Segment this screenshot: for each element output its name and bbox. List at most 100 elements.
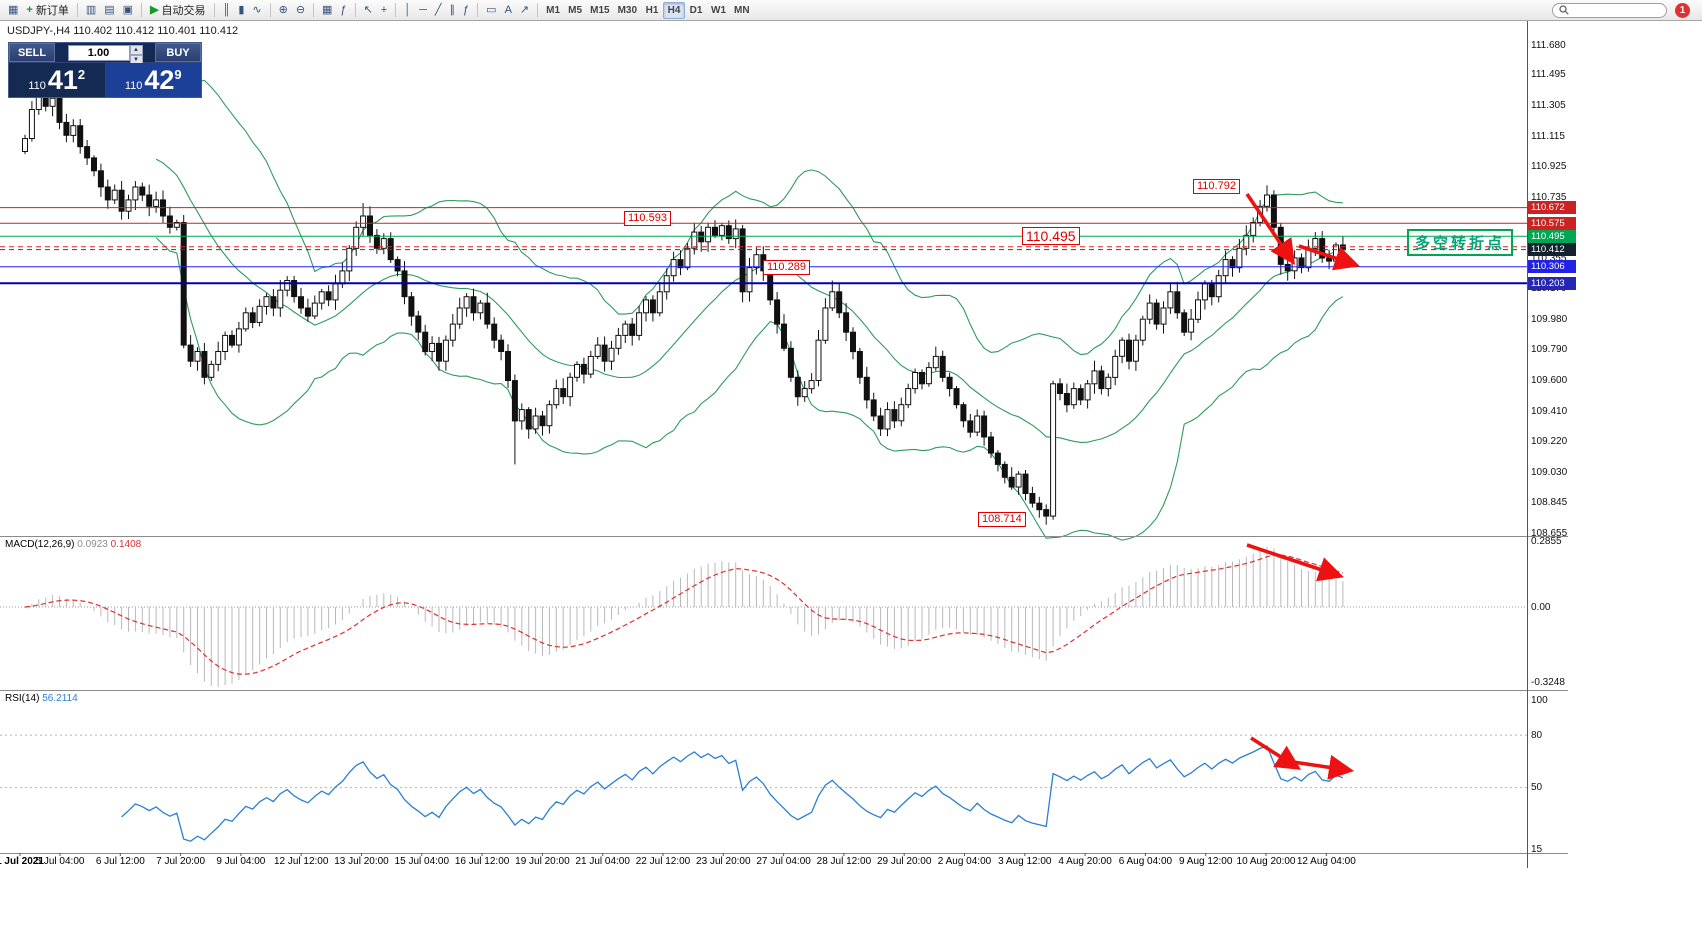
market-watch-icon: ▤ (104, 3, 115, 16)
candle (684, 243, 691, 271)
candle (463, 293, 470, 317)
profiles-icon: ▥ (85, 3, 97, 16)
candle (898, 397, 905, 427)
tile-windows-button[interactable]: ▦ (318, 2, 336, 19)
indicators-button[interactable]: ƒ (336, 2, 350, 19)
sell-button[interactable]: SELL (9, 43, 55, 62)
arrow-object-button[interactable]: ↗ (516, 2, 533, 19)
timeframe-H4-button[interactable]: H4 (663, 1, 686, 19)
sell-price-sup: 2 (77, 67, 86, 82)
volume-input[interactable] (67, 44, 130, 61)
auto-trading-icon: ▶ (150, 3, 159, 16)
candle (229, 330, 235, 348)
timeframe-W1-button[interactable]: W1 (711, 4, 727, 16)
candle (436, 336, 442, 371)
candle (235, 322, 242, 353)
candle (187, 335, 194, 367)
candle (1181, 309, 1188, 336)
zoom-in-button[interactable]: ⊕ (275, 2, 292, 19)
candle (705, 222, 712, 252)
candle (939, 350, 946, 382)
new-chart-button[interactable]: ▦ (4, 2, 22, 19)
fibonacci-button[interactable]: ƒ (459, 2, 473, 19)
candle (332, 274, 339, 310)
profiles-button[interactable]: ▥ (82, 2, 100, 19)
buy-price[interactable]: 110 42 9 (104, 63, 201, 97)
candle (477, 300, 484, 320)
candle-chart-type-button[interactable]: ▮ (234, 2, 248, 19)
candle (215, 341, 222, 372)
candle (491, 317, 498, 349)
volume-control: ▲ ▼ (55, 43, 155, 65)
timeframe-M5-button[interactable]: M5 (568, 4, 583, 16)
candle (367, 206, 373, 243)
toolbar-separator (477, 3, 479, 17)
shapes-icon: ▭ (486, 3, 497, 16)
horizontal-line-icon: ─ (419, 3, 427, 16)
timeframe-H1-button[interactable]: H1 (645, 4, 659, 16)
volume-spinner: ▲ ▼ (129, 44, 143, 65)
candles-layer (22, 83, 1346, 525)
rsi-line (121, 745, 1344, 842)
buy-price-sup: 9 (174, 67, 182, 82)
toolbar-separator (269, 3, 271, 17)
candle (718, 223, 725, 241)
drawn-arrow (1292, 754, 1355, 780)
candle (63, 113, 70, 143)
candle (1243, 225, 1250, 256)
toolbar-separator (313, 3, 315, 17)
trendline-button[interactable]: ╱ (431, 2, 446, 19)
candle (808, 373, 815, 394)
trendline-icon: ╱ (434, 3, 442, 16)
candle (1029, 486, 1036, 508)
candle (863, 366, 870, 409)
auto-trading-button[interactable]: ▶ 自动交易 (146, 2, 209, 19)
candle (222, 331, 229, 361)
one-click-trading-panel: SELL ▲ ▼ BUY 110 41 2 110 42 9 (8, 42, 202, 98)
candle (525, 407, 532, 439)
candle (1298, 253, 1305, 274)
market-watch-button[interactable]: ▤ (100, 2, 118, 19)
timeframe-D1-button[interactable]: D1 (689, 4, 703, 16)
candle (725, 220, 732, 244)
indicators-icon: ƒ (340, 3, 347, 16)
timeframe-MN-button[interactable]: MN (734, 4, 750, 16)
sell-price[interactable]: 110 41 2 (9, 63, 105, 97)
crosshair-button[interactable]: + (377, 2, 391, 19)
notification-badge[interactable]: 1 (1675, 2, 1690, 18)
candle (346, 245, 353, 282)
volume-up-button[interactable]: ▲ (129, 44, 143, 55)
drawn-arrow (1298, 244, 1360, 271)
data-window-button[interactable]: ▣ (119, 2, 137, 19)
candle (1195, 291, 1201, 323)
candle (1153, 299, 1160, 330)
zoom-out-button[interactable]: ⊖ (292, 2, 309, 19)
sell-price-prefix: 110 (28, 80, 46, 92)
toolbar-separator (354, 3, 356, 17)
timeframe-M15-button[interactable]: M15 (590, 4, 610, 16)
horizontal-line-button[interactable]: ─ (415, 2, 431, 19)
text-button[interactable]: A (501, 2, 516, 19)
candle (511, 374, 518, 465)
vertical-line-button[interactable]: │ (400, 2, 415, 19)
candle (891, 401, 898, 428)
cursor-button[interactable]: ↖ (360, 2, 377, 19)
candle (636, 305, 643, 341)
candle (836, 282, 843, 319)
line-chart-type-icon: ∿ (252, 3, 262, 16)
search-input[interactable] (1572, 4, 1660, 16)
candle (353, 221, 360, 256)
buy-button[interactable]: BUY (155, 43, 201, 62)
new-order-button[interactable]: + 新订单 (22, 2, 72, 19)
timeframe-M30-button[interactable]: M30 (617, 4, 638, 16)
bar-chart-type-button[interactable]: ║ (219, 2, 235, 19)
shapes-button[interactable]: ▭ (482, 2, 500, 19)
candle (1339, 236, 1346, 260)
equidistant-channel-button[interactable]: ∥ (446, 2, 460, 19)
line-chart-type-button[interactable]: ∿ (248, 2, 265, 19)
candle (546, 400, 553, 434)
toolbar: ▦ + 新订单 ▥ ▤ ▣ ▶ 自动交易 ║ ▮ ∿ ⊕ ⊖ ▦ ƒ ↖ + │ ─ ╱ ∥ ƒ ▭ A ↗ M1 M5 M15 M30… (0, 0, 1702, 21)
macd-histogram (31, 546, 1344, 687)
timeframe-M1-button[interactable]: M1 (546, 4, 561, 16)
